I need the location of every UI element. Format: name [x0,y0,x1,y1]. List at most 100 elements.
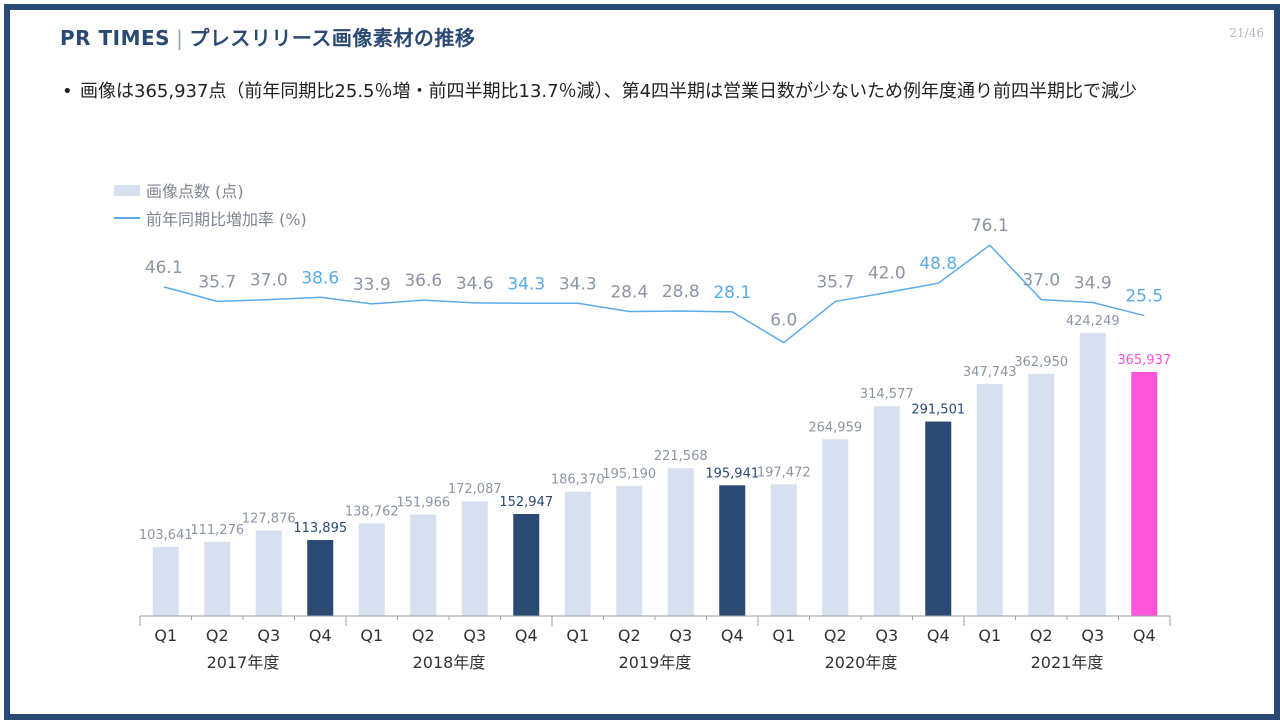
slide-title: PR TIMES | プレスリリース画像素材の推移 [60,22,475,51]
bar-label-17: 362,950 [1014,355,1068,370]
line-label-3: 38.6 [301,268,339,288]
bar-2 [255,530,282,616]
bar-label-7: 152,947 [499,495,553,510]
x-tick-label-4: Q1 [360,626,383,645]
bar-label-16: 347,743 [963,365,1017,380]
growth-rate-line [163,244,1145,344]
x-tick-label-13: Q2 [824,626,847,645]
bar-label-1: 111,276 [190,523,244,538]
bar-label-12: 197,472 [757,465,811,480]
line-label-4: 33.9 [353,275,391,295]
line-label-18: 34.9 [1074,273,1112,293]
x-group-label-0: 2017年度 [207,653,280,672]
bar-17 [1028,373,1055,616]
bar-1 [204,541,231,616]
x-group-label-3: 2020年度 [825,653,898,672]
legend-bar-label: 画像点数 (点) [146,182,244,201]
legend-bar-swatch [114,184,140,196]
x-tick-label-7: Q4 [515,626,538,645]
bar-7 [513,513,540,616]
bar-label-13: 264,959 [808,420,862,435]
bar-label-6: 172,087 [448,482,502,497]
bar-label-19: 365,937 [1117,353,1171,368]
chart-legend: 画像点数 (点) 前年同期比増加率 (%) [114,176,307,232]
bar-label-2: 127,876 [242,512,296,527]
bar-11 [719,485,746,616]
bar-label-4: 138,762 [345,504,399,519]
bar-15 [925,421,952,616]
brand-name: PR TIMES [60,26,171,50]
line-label-15: 48.8 [919,254,957,274]
legend-line-swatch [114,217,140,219]
x-tick-label-19: Q4 [1133,626,1156,645]
bar-18 [1079,333,1106,616]
x-tick-label-9: Q2 [618,626,641,645]
bar-label-18: 424,249 [1066,314,1120,329]
line-label-10: 28.8 [662,282,700,302]
x-tick-label-17: Q2 [1030,626,1053,645]
bar-6 [461,501,488,616]
bar-19 [1131,371,1158,616]
title-separator: | [176,26,184,50]
line-label-5: 36.6 [404,271,442,291]
legend-item-bars: 画像点数 (点) [114,176,307,204]
x-tick-label-0: Q1 [154,626,177,645]
x-tick-label-16: Q1 [978,626,1001,645]
page-title: プレスリリース画像素材の推移 [189,26,476,50]
bar-9 [616,485,643,616]
x-tick-label-15: Q4 [927,626,950,645]
bar-13 [822,439,849,616]
bar-0 [152,546,179,616]
x-tick-label-1: Q2 [206,626,229,645]
page-number: 21/46 [1229,26,1264,40]
line-label-11: 28.1 [713,283,751,303]
bar-label-0: 103,641 [139,528,193,543]
line-label-17: 37.0 [1022,271,1060,291]
x-group-label-1: 2018年度 [413,653,486,672]
line-label-14: 42.0 [868,264,906,284]
x-tick-label-14: Q3 [875,626,898,645]
line-label-6: 34.6 [456,274,494,294]
bar-12 [770,484,797,616]
line-label-16: 76.1 [971,216,1009,236]
bar-label-15: 291,501 [911,403,965,418]
line-label-13: 35.7 [816,272,854,292]
bar-3 [307,540,334,616]
line-label-7: 34.3 [507,274,545,294]
x-tick-label-18: Q3 [1081,626,1104,645]
bar-label-14: 314,577 [860,387,914,402]
line-label-8: 34.3 [559,274,597,294]
bar-16 [976,384,1003,616]
x-tick-label-2: Q3 [257,626,280,645]
x-tick-label-10: Q3 [669,626,692,645]
legend-item-line: 前年同期比増加率 (%) [114,204,307,232]
x-tick-label-12: Q1 [772,626,795,645]
bar-4 [358,523,385,616]
bar-label-8: 186,370 [551,473,605,488]
summary-bullet: • 画像は365,937点（前年同期比25.5％増・前四半期比13.7％減）、第… [62,80,1230,104]
x-tick-label-8: Q1 [566,626,589,645]
x-tick-label-5: Q2 [412,626,435,645]
x-group-label-2: 2019年度 [619,653,692,672]
bar-label-11: 195,941 [705,466,759,481]
line-label-0: 46.1 [145,258,183,278]
x-tick-label-3: Q4 [309,626,332,645]
bar-label-5: 151,966 [396,496,450,511]
bullet-dot: • [62,81,73,102]
bar-8 [564,491,591,616]
x-group-label-4: 2021年度 [1031,653,1104,672]
line-label-9: 28.4 [610,283,648,303]
line-label-12: 6.0 [770,311,797,331]
x-tick-label-6: Q3 [463,626,486,645]
bar-label-9: 195,190 [602,467,656,482]
line-label-19: 25.5 [1125,287,1163,307]
bar-14 [873,406,900,616]
x-tick-label-11: Q4 [721,626,744,645]
legend-line-label: 前年同期比増加率 (%) [146,210,307,229]
bar-5 [410,514,437,616]
bullet-text: 画像は365,937点（前年同期比25.5％増・前四半期比13.7％減）、第4四… [80,81,1138,102]
bar-label-10: 221,568 [654,449,708,464]
bar-label-3: 113,895 [293,521,347,536]
line-label-2: 37.0 [250,271,288,291]
